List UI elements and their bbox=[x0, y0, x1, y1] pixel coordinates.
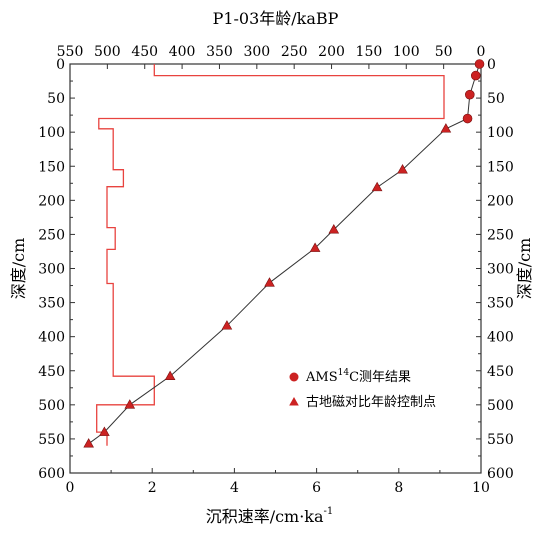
paleomag-control-point bbox=[309, 242, 321, 252]
paleomag-control-point bbox=[99, 426, 110, 436]
paleomag-control-point bbox=[371, 181, 383, 192]
y-tick-label-right: 600 bbox=[487, 466, 514, 482]
legend-ams-label-tail: C测年结果 bbox=[349, 370, 411, 385]
y-tick-label-right: 450 bbox=[487, 364, 514, 380]
x-top-tick-label: 50 bbox=[435, 44, 453, 60]
x-bottom-axis-title: 沉积速率/cm·ka-1 bbox=[206, 506, 334, 526]
y-tick-label-left: 550 bbox=[38, 432, 65, 448]
y-tick-label-right: 100 bbox=[487, 125, 514, 141]
ams-14c-point bbox=[470, 70, 481, 81]
x-bottom-tick-label: 2 bbox=[148, 480, 157, 496]
y-tick-label-right: 250 bbox=[487, 227, 514, 243]
paleomag-control-point bbox=[264, 277, 275, 287]
x-top-tick-label: 200 bbox=[318, 44, 345, 60]
ams-14c-point bbox=[464, 89, 475, 100]
y-tick-label-right: 50 bbox=[487, 91, 505, 107]
y-tick-label-left: 250 bbox=[38, 227, 65, 243]
paleomag-control-point bbox=[440, 123, 452, 133]
y-tick-label-left: 50 bbox=[47, 91, 65, 107]
paleomag-control-point bbox=[164, 370, 176, 381]
x-top-tick-label: 500 bbox=[94, 44, 121, 60]
x-bottom-tick-label: 6 bbox=[312, 480, 321, 496]
legend-circle-marker bbox=[289, 372, 299, 382]
y-tick-label-right: 150 bbox=[487, 159, 514, 175]
y-tick-label-right: 0 bbox=[487, 57, 496, 73]
x-top-tick-label: 300 bbox=[243, 44, 270, 60]
x-top-tick-label: 400 bbox=[169, 44, 196, 60]
x-top-tick-label: 450 bbox=[131, 44, 158, 60]
series-layer bbox=[88, 63, 480, 446]
y-tick-label-right: 200 bbox=[487, 193, 514, 209]
plot-frame bbox=[69, 63, 482, 474]
paleomag-control-point bbox=[83, 438, 94, 448]
y-tick-label-right: 350 bbox=[487, 296, 514, 312]
paleomag-control-point bbox=[328, 224, 340, 234]
y-tick-label-left: 400 bbox=[38, 330, 65, 346]
x-bottom-tick-label: 4 bbox=[230, 480, 239, 496]
legend-triangle-marker bbox=[289, 397, 299, 406]
legend-ams-label: AMS14C测年结果 bbox=[305, 368, 411, 385]
ams-14c-point bbox=[462, 113, 473, 124]
age-depth-line bbox=[88, 63, 480, 445]
sedimentation-rate-line bbox=[96, 64, 445, 446]
y-tick-label-right: 500 bbox=[487, 398, 514, 414]
y-tick-label-left: 100 bbox=[38, 125, 65, 141]
x-top-tick-label: 100 bbox=[393, 44, 420, 60]
y-left-axis-title: 深度/cm bbox=[9, 238, 28, 300]
x-top-axis-title: P1-03年龄/kaBP bbox=[213, 9, 339, 28]
paleomag-control-point bbox=[124, 399, 136, 409]
y-tick-label-left: 450 bbox=[38, 364, 65, 380]
x-top-tick-label: 150 bbox=[356, 44, 383, 60]
y-tick-label-left: 350 bbox=[38, 296, 65, 312]
y-tick-label-right: 550 bbox=[487, 432, 514, 448]
y-tick-label-right: 300 bbox=[487, 262, 514, 278]
y-tick-label-left: 300 bbox=[38, 262, 65, 278]
y-tick-label-right: 400 bbox=[487, 330, 514, 346]
marker-layer bbox=[83, 59, 485, 448]
y-tick-label-left: 0 bbox=[56, 57, 65, 73]
legend-paleomag-label: 古地磁对比年龄控制点 bbox=[306, 395, 436, 410]
x-bottom-tick-label: 8 bbox=[394, 480, 403, 496]
paleomag-control-point bbox=[397, 164, 408, 174]
y-right-axis-title: 深度/cm bbox=[515, 238, 534, 300]
y-tick-label-left: 150 bbox=[38, 159, 65, 175]
paleomag-control-point bbox=[221, 320, 233, 330]
x-top-tick-label: 0 bbox=[477, 44, 486, 60]
x-top-tick-label: 350 bbox=[206, 44, 233, 60]
y-tick-label-left: 500 bbox=[38, 398, 65, 414]
x-bottom-tick-label: 10 bbox=[472, 480, 490, 496]
y-tick-label-left: 200 bbox=[38, 193, 65, 209]
x-top-tick-label: 250 bbox=[281, 44, 308, 60]
x-bottom-tick-label: 0 bbox=[66, 480, 75, 496]
y-tick-label-left: 600 bbox=[38, 466, 65, 482]
legend-ams-label-sup: 14 bbox=[338, 368, 350, 378]
ams-14c-point bbox=[474, 59, 485, 69]
x-bottom-axis-title-sup: -1 bbox=[324, 506, 334, 517]
x-top-tick-label: 550 bbox=[57, 44, 84, 60]
